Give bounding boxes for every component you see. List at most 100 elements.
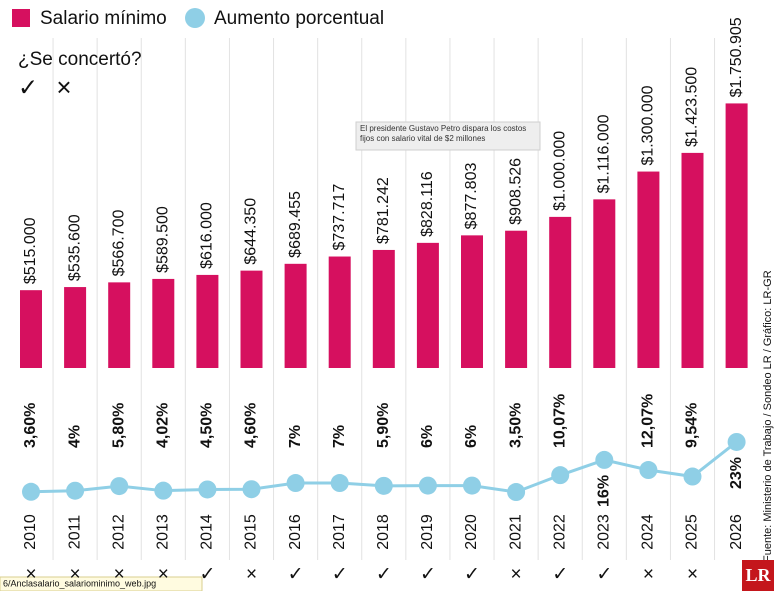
- x-tick-label: 2017: [331, 514, 348, 550]
- point: [66, 481, 85, 500]
- tooltip: [355, 121, 541, 151]
- bar: [64, 287, 87, 368]
- concert-yes: ✓: [18, 74, 38, 101]
- concert-mark: ×: [70, 564, 81, 585]
- point-label: 6%: [463, 425, 480, 448]
- concert-mark: ✓: [420, 564, 436, 585]
- legend-swatch: [12, 9, 30, 27]
- point: [639, 461, 658, 480]
- x-tick-label: 2020: [463, 514, 480, 550]
- source: Fuente: Ministerio de Trabajo / Sondeo L…: [762, 270, 774, 562]
- bar: [108, 282, 131, 368]
- point-label: 9,54%: [684, 403, 701, 448]
- bar: [505, 230, 528, 368]
- concert-mark: ✓: [464, 564, 480, 585]
- point-label: 7%: [287, 425, 304, 448]
- point: [727, 432, 746, 451]
- bar: [240, 270, 263, 368]
- bar-label: $644.350: [243, 198, 260, 265]
- bar: [681, 152, 704, 368]
- concert-title: ¿Se concertó?: [18, 49, 142, 70]
- bar-label: $1.116.000: [596, 114, 613, 193]
- point: [595, 450, 614, 469]
- bar: [196, 274, 219, 368]
- point-label: 4%: [66, 425, 83, 448]
- bar: [593, 199, 616, 368]
- concert-mark: ×: [246, 564, 257, 585]
- point-label: 10,07%: [551, 394, 568, 448]
- x-tick-label: 2015: [243, 514, 260, 550]
- legend-label: Salario mínimo: [40, 8, 167, 29]
- x-tick-label: 2025: [684, 514, 701, 550]
- point-label: 5,80%: [110, 403, 127, 448]
- x-tick-label: 2021: [507, 514, 524, 550]
- concert-no: ×: [56, 72, 71, 102]
- x-tick-label: 2016: [287, 514, 304, 550]
- point-label: 4,50%: [199, 403, 216, 448]
- point-label: 16%: [596, 475, 613, 507]
- bar-label: $535.600: [66, 214, 83, 281]
- point: [22, 482, 40, 501]
- point: [286, 474, 305, 493]
- bar-label: $1.750.905: [728, 17, 745, 97]
- x-tick-label: 2022: [551, 514, 568, 550]
- bar: [637, 171, 660, 368]
- bar-label: $828.116: [419, 171, 436, 237]
- point-label: 3,50%: [507, 403, 524, 448]
- bar-label: $566.700: [110, 210, 127, 277]
- concert-mark: ✓: [596, 564, 612, 585]
- x-tick-label: 2026: [728, 514, 745, 550]
- bar: [20, 290, 42, 368]
- point-label: 23%: [728, 457, 745, 489]
- point-label: 3,60%: [22, 403, 39, 448]
- status-bar: [0, 576, 203, 591]
- logo-box: [742, 560, 774, 591]
- bar-label: $877.803: [463, 163, 480, 230]
- point-label: 4,02%: [155, 403, 172, 448]
- concert-mark: ✓: [288, 564, 304, 585]
- bar: [461, 235, 483, 368]
- concert-mark: ✓: [376, 564, 392, 585]
- point: [507, 483, 526, 502]
- legend-label: Aumento porcentual: [214, 8, 384, 29]
- x-tick-label: 2011: [66, 515, 83, 550]
- concert-mark: ×: [687, 564, 698, 585]
- point: [110, 477, 129, 496]
- concert-mark: ✓: [199, 564, 215, 585]
- point: [330, 474, 349, 493]
- bar-label: $737.717: [331, 184, 348, 251]
- concert-mark: ×: [643, 564, 654, 585]
- bar-label: $1.000.000: [551, 131, 568, 211]
- point: [463, 476, 481, 495]
- bar: [416, 242, 439, 368]
- x-tick-label: 2012: [110, 514, 127, 550]
- concert-mark: ×: [158, 564, 169, 585]
- x-tick-label: 2013: [155, 514, 172, 550]
- bar: [725, 103, 748, 369]
- x-tick-label: 2019: [419, 514, 436, 550]
- x-tick-label: 2010: [22, 514, 39, 550]
- concert-mark: ×: [25, 564, 36, 585]
- legend-swatch: [185, 8, 205, 28]
- bar-label: $1.423.500: [684, 67, 701, 147]
- tooltip-body: El presidente Gustavo Petro dispara los …: [360, 124, 527, 143]
- concert-mark: ✓: [552, 564, 568, 585]
- x-tick-label: 2018: [375, 514, 392, 550]
- concert-mark: ×: [114, 564, 125, 585]
- bar-label: $908.526: [507, 158, 524, 225]
- point-label: 7%: [331, 425, 348, 448]
- point: [551, 466, 570, 485]
- bar: [549, 216, 572, 368]
- logo: LR: [745, 565, 771, 585]
- bar: [152, 278, 175, 368]
- tooltip-text: El presidente Gustavo Petro dispara los …: [360, 124, 527, 143]
- point-label: 6%: [419, 425, 436, 448]
- point: [198, 480, 217, 499]
- point: [418, 476, 437, 495]
- point-label: 5,90%: [375, 403, 392, 448]
- x-tick-label: 2023: [596, 514, 613, 550]
- bar: [284, 263, 307, 368]
- bar-label: $589.500: [155, 206, 172, 273]
- bar-label: $616.000: [199, 202, 216, 269]
